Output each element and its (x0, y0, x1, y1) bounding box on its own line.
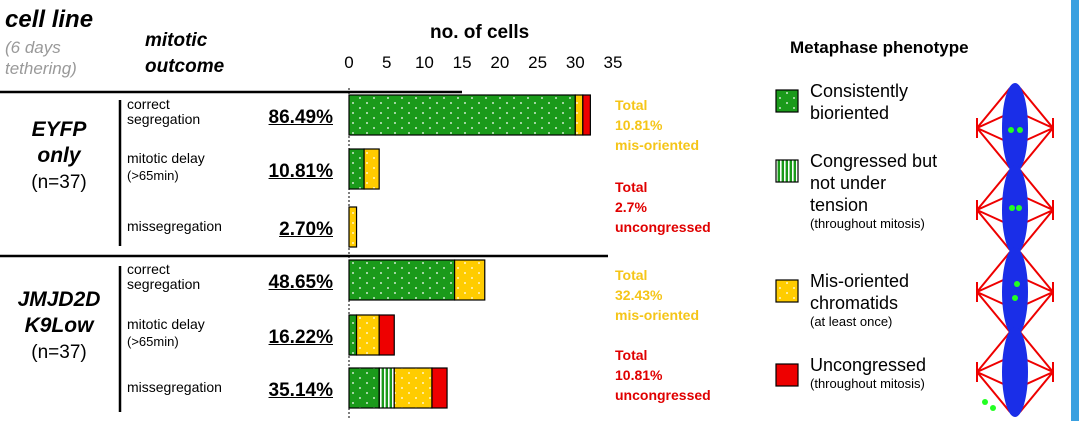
annotation: Total (615, 95, 647, 115)
edge-bar (1071, 0, 1079, 421)
annotation: uncongressed (615, 385, 711, 405)
bar-segment (432, 368, 447, 408)
illustrations (977, 83, 1053, 417)
group-n: (n=37) (0, 342, 118, 364)
group-name: K9Low (0, 314, 118, 338)
header-tethering: (6 days (5, 38, 61, 58)
bar-segment (349, 260, 455, 300)
bar-segment (349, 149, 364, 189)
bar-segment (349, 368, 379, 408)
group-name: only (0, 144, 118, 168)
bar-segment (379, 368, 394, 408)
header-tethering: tethering) (5, 59, 77, 79)
annotation: 10.81% (615, 115, 662, 135)
x-tick-label: 30 (566, 53, 585, 72)
bar-segment (575, 95, 583, 135)
annotation: Total (615, 265, 647, 285)
annotation: 10.81% (615, 365, 662, 385)
legend-note: (at least once) (810, 314, 892, 329)
bar-segment (357, 315, 380, 355)
annotation: uncongressed (615, 217, 711, 237)
annotation: Total (615, 177, 647, 197)
group-n: (n=37) (0, 172, 118, 194)
bar-segment (349, 95, 575, 135)
legend-label: Consistently bioriented (810, 80, 940, 124)
legend-note: (throughout mitosis) (810, 376, 925, 391)
legend-swatch (776, 280, 798, 302)
row-label: correct segregation (127, 262, 207, 292)
annotation: mis-oriented (615, 135, 699, 155)
x-tick-label: 15 (453, 53, 472, 72)
bar-segment (455, 260, 485, 300)
x-tick-label: 5 (382, 53, 391, 72)
annotation: 32.43% (615, 285, 662, 305)
bar-segment (364, 149, 379, 189)
row-note: (>65min) (127, 168, 179, 183)
legend-label: Uncongressed (810, 354, 940, 376)
legend-label: Congressed but not under tension (810, 150, 945, 216)
row-percent: 35.14% (213, 380, 333, 402)
annotation: mis-oriented (615, 305, 699, 325)
header-outcome: mitotic (145, 30, 207, 52)
x-tick-label: 35 (604, 53, 623, 72)
header-outcome: outcome (145, 56, 224, 78)
legend-title: Metaphase phenotype (790, 38, 969, 58)
bar-segment (394, 368, 432, 408)
row-percent: 86.49% (213, 107, 333, 129)
row-percent: 10.81% (213, 161, 333, 183)
annotation: 2.7% (615, 197, 647, 217)
row-label: correct segregation (127, 97, 207, 127)
row-percent: 48.65% (213, 272, 333, 294)
legend-note: (throughout mitosis) (810, 216, 925, 231)
axis-title: no. of cells (430, 22, 529, 44)
group-name: EYFP (0, 118, 118, 142)
row-note: (>65min) (127, 334, 179, 349)
legend-swatch (776, 90, 798, 112)
bar-segment (349, 207, 357, 247)
header-cell-line: cell line (5, 6, 93, 34)
bar-segment (379, 315, 394, 355)
x-tick-label: 20 (490, 53, 509, 72)
row-percent: 2.70% (213, 219, 333, 241)
group-name: JMJD2D (0, 288, 118, 312)
x-tick-label: 25 (528, 53, 547, 72)
legend-label: Mis-oriented chromatids (810, 270, 940, 314)
legend-swatch (776, 160, 798, 182)
bar-segment (583, 95, 591, 135)
legend-swatch (776, 364, 798, 386)
row-percent: 16.22% (213, 327, 333, 349)
x-tick-label: 10 (415, 53, 434, 72)
figure: 0 5 10 15 20 25 30 35 cell line (6 days tetheri… (0, 0, 1079, 421)
bar-segment (349, 315, 357, 355)
annotation: Total (615, 345, 647, 365)
x-tick-label: 0 (344, 53, 353, 72)
